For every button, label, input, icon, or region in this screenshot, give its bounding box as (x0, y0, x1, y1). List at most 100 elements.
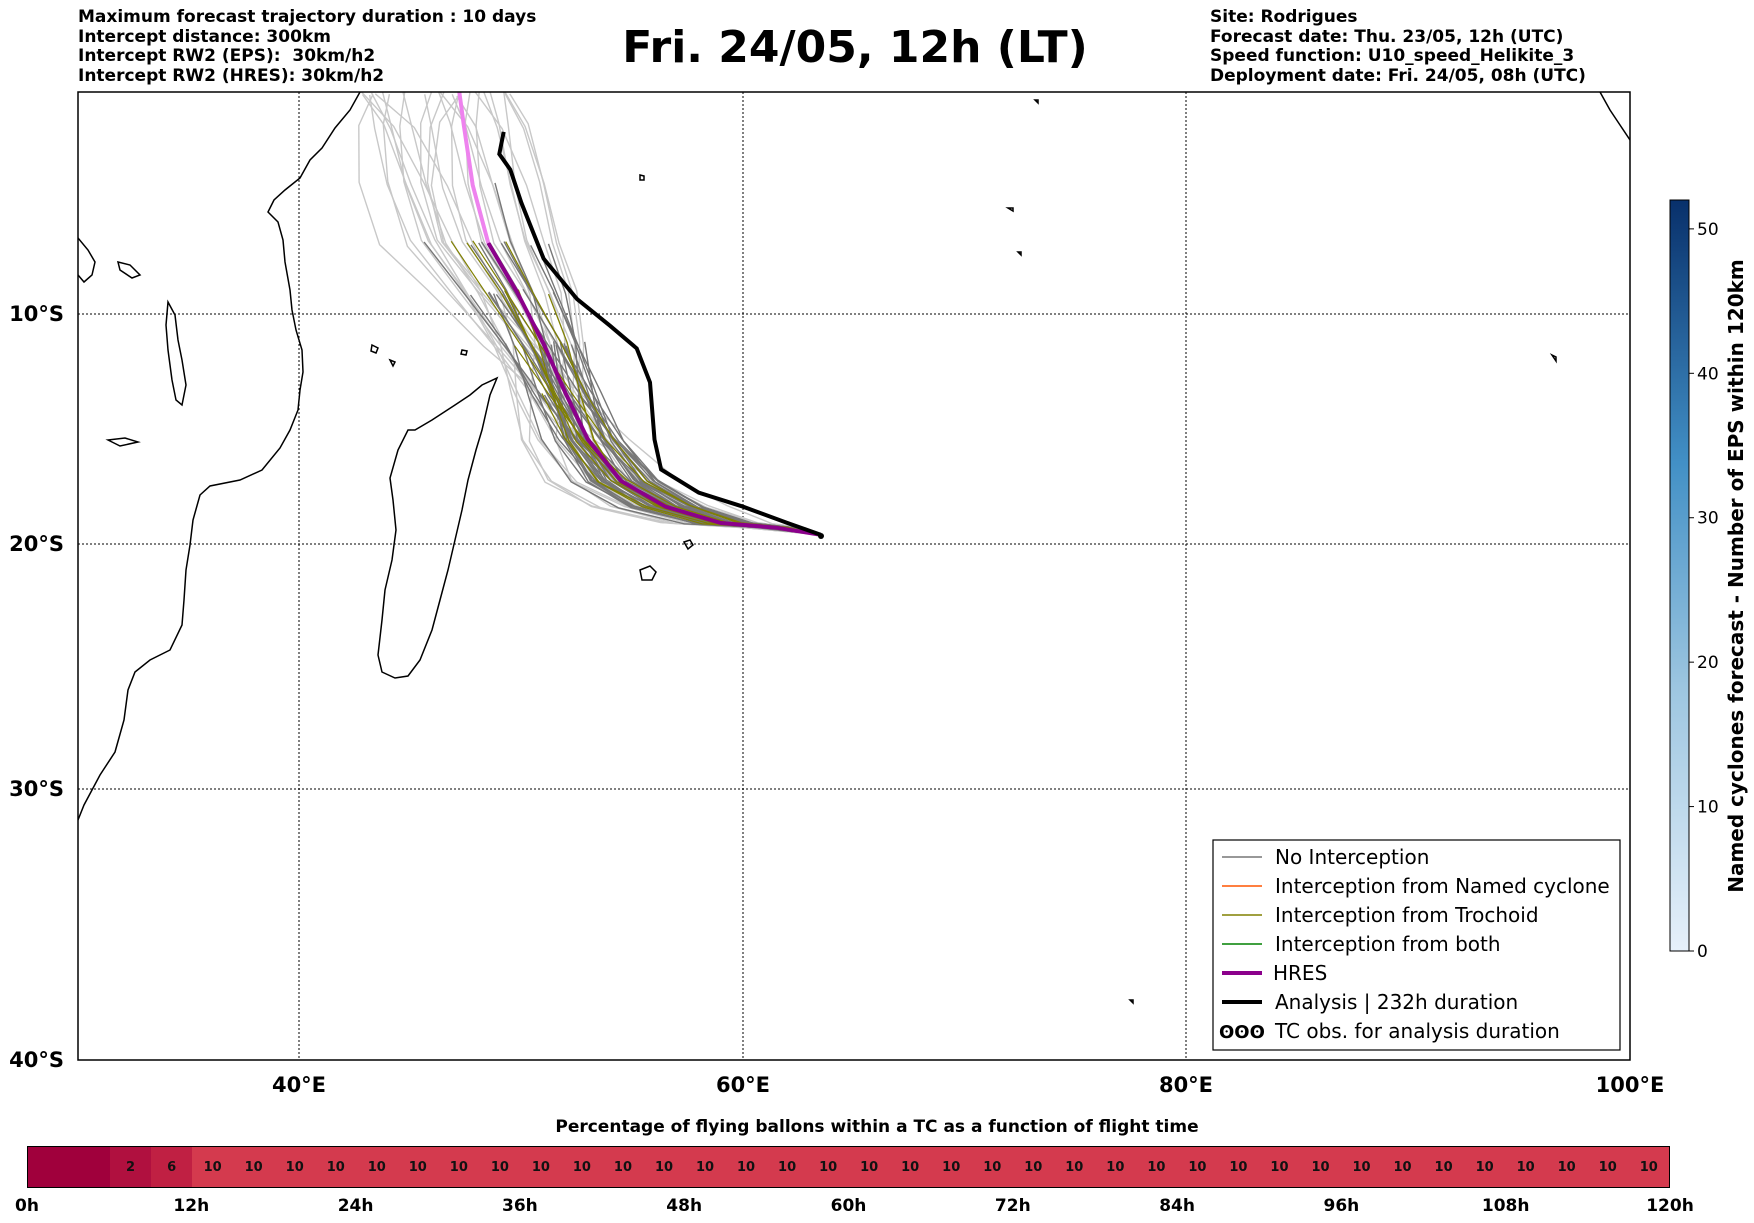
lat-label: 30°S (9, 777, 64, 801)
timebar-segment: 10 (930, 1147, 972, 1187)
timebar-segment: 10 (643, 1147, 685, 1187)
timebar-segment: 10 (1094, 1147, 1136, 1187)
timebar-segment: 10 (315, 1147, 357, 1187)
timebar-label: 96h (1323, 1196, 1360, 1216)
timebar-segment (28, 1147, 70, 1187)
legend-label: Interception from Trochoid (1275, 903, 1539, 927)
timebar-segment: 10 (1217, 1147, 1259, 1187)
colorbar-gradient (1669, 199, 1690, 952)
timebar: 2 6 10 10 10 10 10 10 10 10 10 10 10 10 10 10 10 10 10 10 10… (27, 1146, 1670, 1188)
timebar-segment: 10 (1628, 1147, 1670, 1187)
header-left-line: Intercept distance: 300km (78, 26, 331, 47)
timebar-label: 48h (666, 1196, 703, 1216)
colorbar-tick-label: 10 (1697, 798, 1719, 818)
map-frame (77, 91, 1631, 1061)
header-right-line: Site: Rodrigues (1210, 7, 1358, 27)
legend-label: TC obs. for analysis duration (1274, 1019, 1560, 1043)
timebar-segment: 10 (725, 1147, 767, 1187)
timebar-segment: 10 (1423, 1147, 1465, 1187)
header-left-line: Maximum forecast trajectory duration : 1… (78, 7, 537, 27)
timebar-segment: 10 (889, 1147, 931, 1187)
timebar-segment: 10 (807, 1147, 849, 1187)
timebar-segment: 10 (684, 1147, 726, 1187)
timebar-label: 108h (1481, 1196, 1530, 1216)
legend-label: HRES (1273, 961, 1327, 985)
header-left-line: Intercept RW2 (EPS): 30km/h2 (78, 46, 376, 66)
lon-axis-labels: 40°E 60°E 80°E 100°E (272, 1073, 1664, 1097)
legend-label: Interception from both (1275, 932, 1501, 956)
legend-label: Interception from Named cyclone (1275, 874, 1610, 898)
timebar-segment: 10 (520, 1147, 562, 1187)
timebar-segment: 10 (561, 1147, 603, 1187)
header-right-line: Deployment date: Fri. 24/05, 08h (UTC) (1210, 65, 1586, 86)
lat-label: 40°S (9, 1048, 64, 1072)
timebar-segment: 10 (1464, 1147, 1506, 1187)
colorbar-label: Named cyclones forecast - Number of EPS … (1724, 259, 1748, 893)
timebar-segment: 10 (1505, 1147, 1547, 1187)
timebar-segment: 10 (1135, 1147, 1177, 1187)
launch-point (818, 533, 824, 539)
lat-label: 10°S (9, 302, 64, 326)
eps-member-light (426, 92, 821, 536)
timebar-segment: 10 (1258, 1147, 1300, 1187)
lon-label: 80°E (1159, 1073, 1213, 1097)
map-grid (78, 92, 1630, 1060)
timebar-segment: 10 (1176, 1147, 1218, 1187)
timebar-segment: 10 (766, 1147, 808, 1187)
timebar-segment: 10 (479, 1147, 521, 1187)
coastlines (78, 92, 1630, 1005)
timebar-label: 60h (830, 1196, 867, 1216)
hres-trajectory (486, 241, 822, 537)
timebar-segment: 10 (1053, 1147, 1095, 1187)
timebar-segment: 10 (356, 1147, 398, 1187)
analysis-trajectory (497, 131, 822, 537)
lat-axis-labels: 10°S 20°S 30°S 40°S (9, 302, 64, 1072)
colorbar-tick-label: 0 (1697, 942, 1708, 962)
colorbar: 0 10 20 30 40 50 Named cyclones forecast - Nu… (1669, 199, 1748, 962)
timebar-segment: 10 (848, 1147, 890, 1187)
timebar-segment: 10 (1012, 1147, 1054, 1187)
timebar-segment: 10 (1546, 1147, 1588, 1187)
timebar-segment: 10 (602, 1147, 644, 1187)
legend-symbol-tc-obs: ʘʘʘ (1219, 1022, 1265, 1043)
timebar-segment: 10 (397, 1147, 439, 1187)
lon-label: 100°E (1596, 1073, 1665, 1097)
colorbar-tick-label: 40 (1697, 364, 1719, 384)
eps-member-light (430, 92, 821, 536)
timebar-label: 72h (994, 1196, 1031, 1216)
lon-label: 60°E (716, 1073, 770, 1097)
colorbar-tick-label: 30 (1697, 509, 1719, 529)
colorbar-tick-label: 50 (1697, 220, 1719, 240)
timebar-label: 84h (1159, 1196, 1195, 1216)
timebar-label: 0h (15, 1196, 39, 1216)
legend-label: No Interception (1275, 845, 1429, 869)
timebar-segment: 10 (438, 1147, 480, 1187)
page-title: Fri. 24/05, 12h (LT) (622, 22, 1088, 73)
timebar-label: 12h (173, 1196, 210, 1216)
timebar-label: 24h (337, 1196, 374, 1216)
lat-label: 20°S (9, 532, 64, 556)
timebar-segment: 10 (233, 1147, 275, 1187)
header-left-line: Intercept RW2 (HRES): 30km/h2 (78, 65, 385, 86)
lon-label: 40°E (272, 1073, 326, 1097)
colorbar-tick-label: 20 (1697, 653, 1719, 673)
legend-label: Analysis | 232h duration (1275, 990, 1518, 1014)
timebar-segment: 10 (1299, 1147, 1341, 1187)
eps-member-light (483, 92, 821, 536)
timebar-segment: 10 (1341, 1147, 1383, 1187)
timebar-label: 120h (1646, 1196, 1694, 1216)
header-right-line: Forecast date: Thu. 23/05, 12h (UTC) (1210, 26, 1564, 47)
timebar-label: 36h (502, 1196, 538, 1216)
timebar-segment (69, 1147, 111, 1187)
timebar-title: Percentage of flying ballons within a TC… (555, 1117, 1199, 1137)
hres-trajectory-early (457, 92, 491, 244)
header-right: Site: Rodrigues Forecast date: Thu. 23/0… (1210, 7, 1586, 86)
timebar-segment: 6 (151, 1147, 193, 1187)
timebar-segment: 10 (1382, 1147, 1424, 1187)
legend-box (1212, 839, 1621, 1051)
eps-member-light (360, 92, 821, 536)
header-right-line: Speed function: U10_speed_Helikite_3 (1210, 46, 1575, 66)
legend: ʘʘʘ No Interception Interception from Na… (1212, 839, 1621, 1051)
timebar-segment: 10 (971, 1147, 1013, 1187)
